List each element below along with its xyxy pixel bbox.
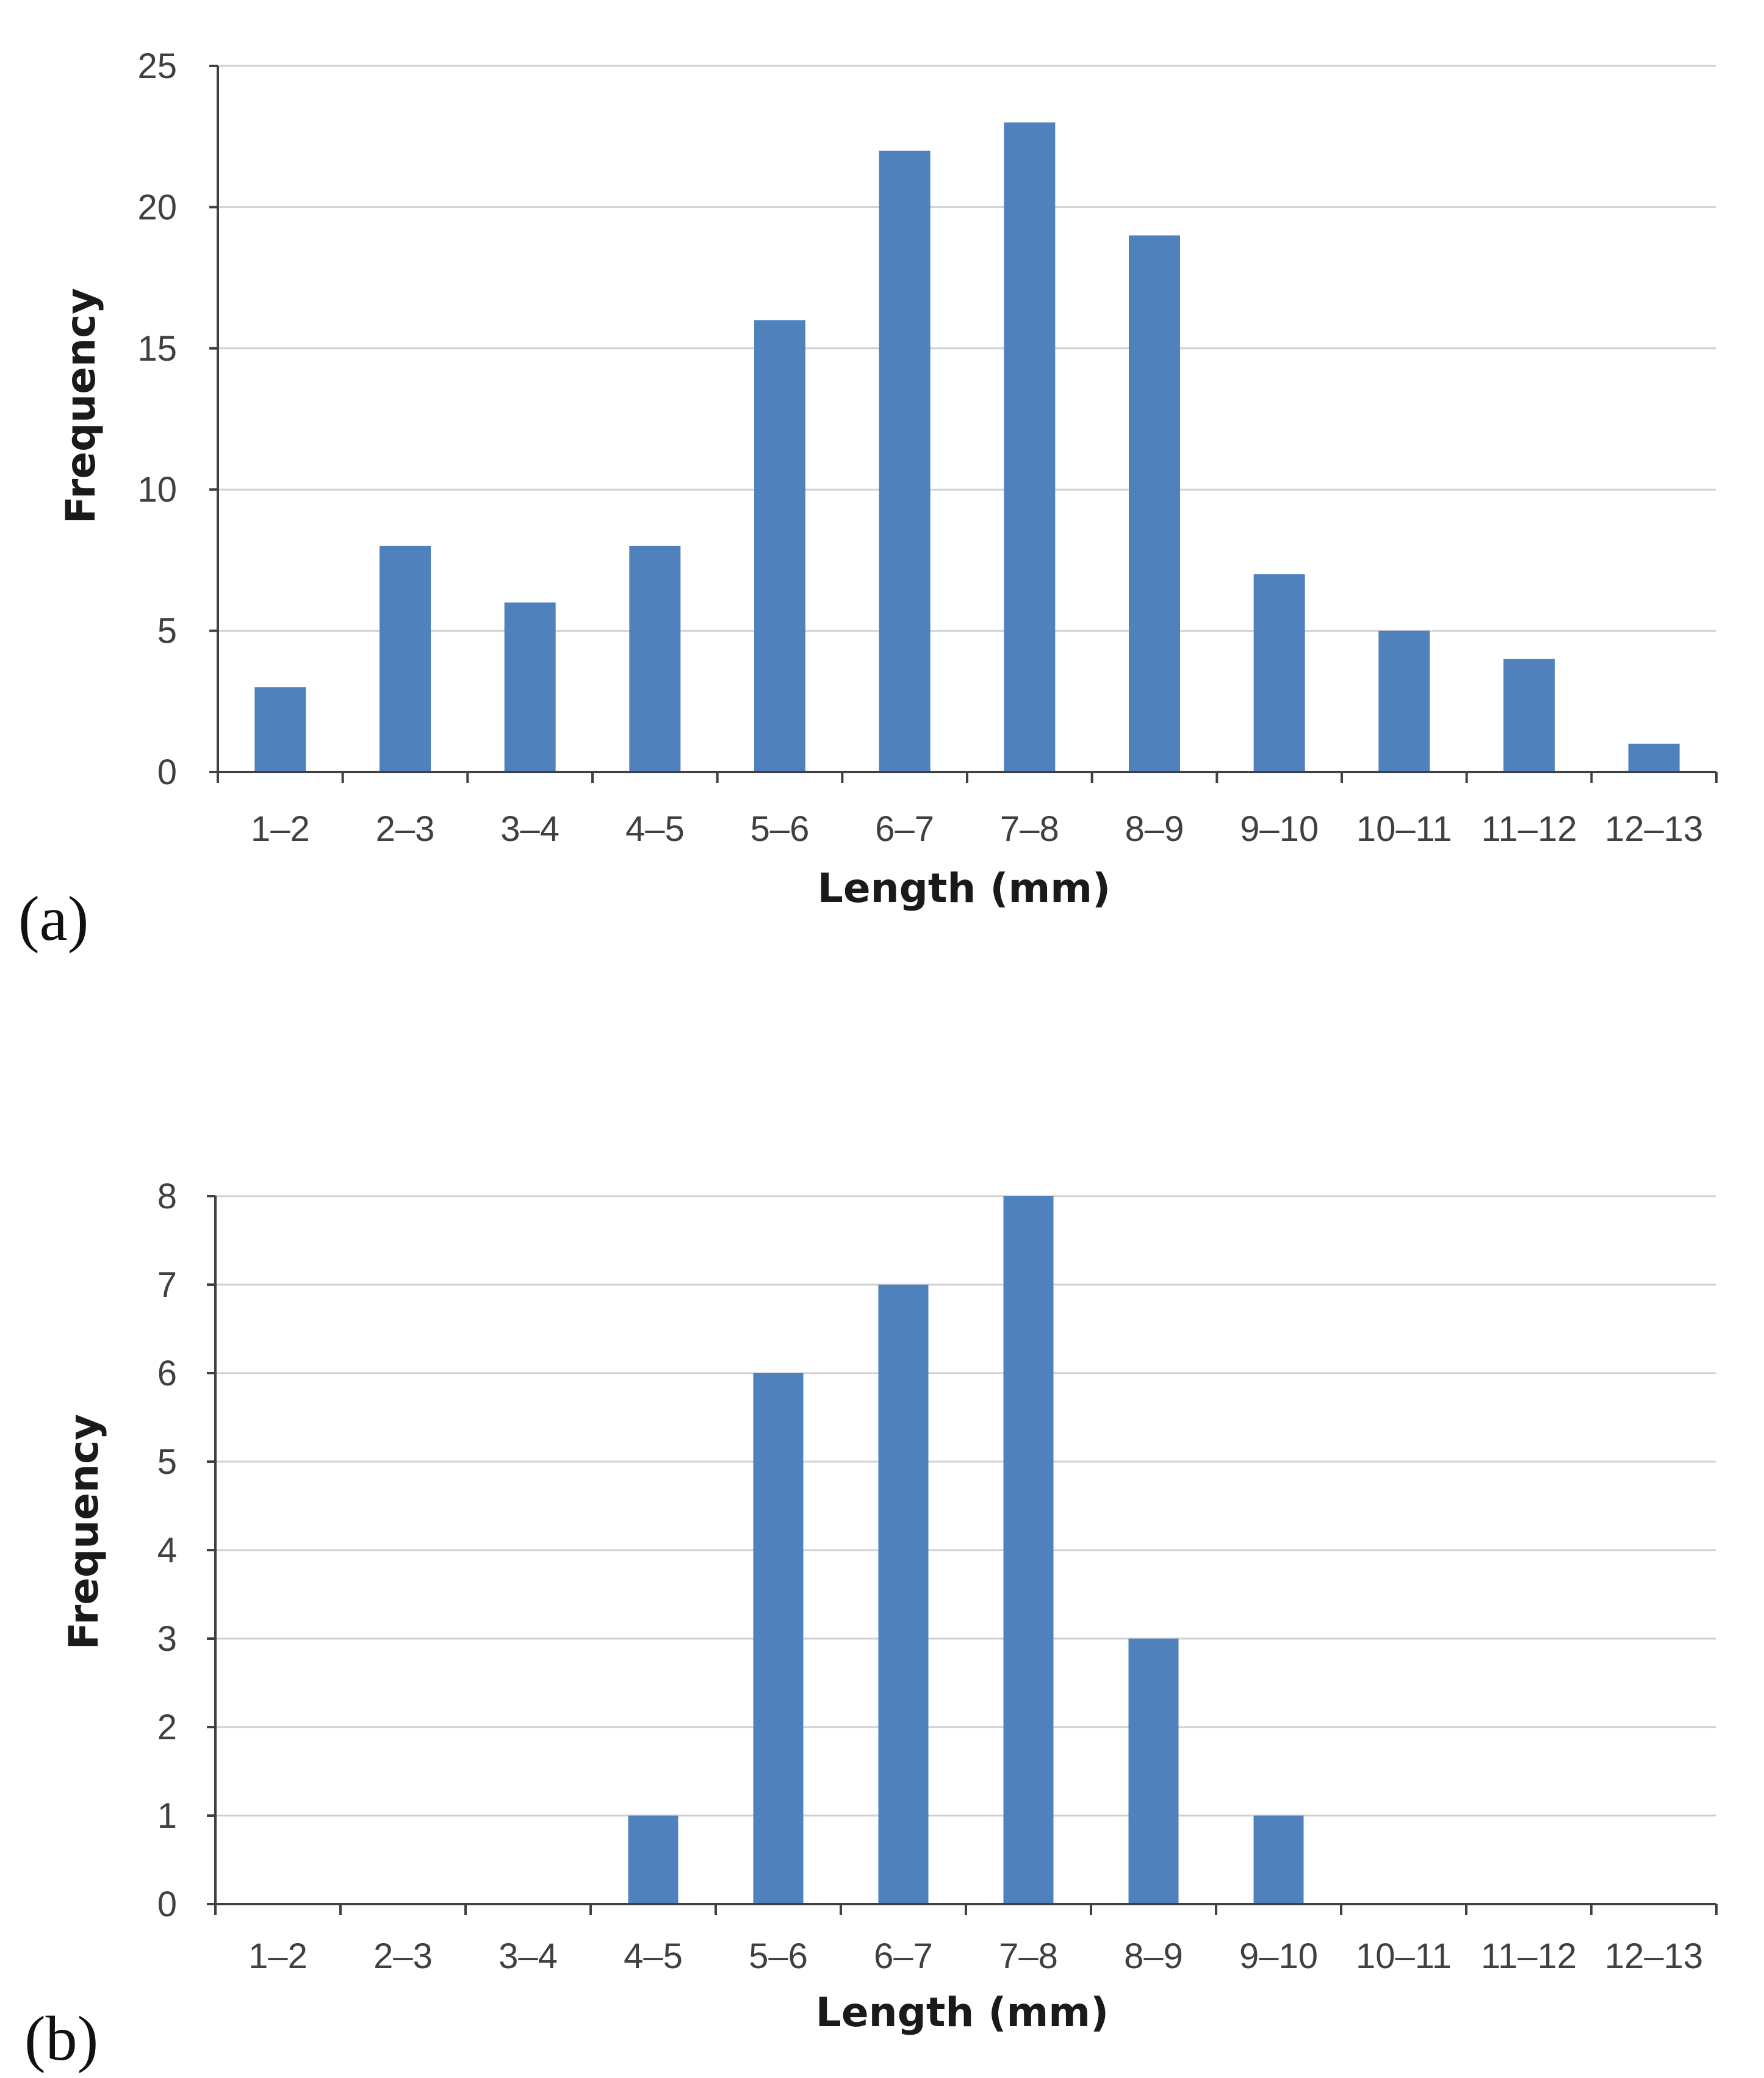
y-axis-title-b: Frequency [60, 1414, 107, 1650]
x-tick-label: 8–9 [1125, 809, 1184, 849]
x-tick-label: 7–8 [1000, 809, 1059, 849]
x-tick-label: 5–6 [749, 1936, 808, 1976]
x-tick-label: 10–11 [1356, 809, 1452, 849]
bar-7–8 [1004, 122, 1056, 772]
x-axis-title-a: Length (mm) [818, 865, 1111, 912]
bar-5–6 [753, 1373, 804, 1904]
x-tick-label: 9–10 [1240, 809, 1319, 849]
grid-lines-a [218, 65, 1716, 632]
y-tick-labels-a: 0 5 10 15 20 25 [137, 46, 177, 792]
panel-label-a: (a) [18, 884, 88, 954]
x-tick-label: 2–3 [373, 1936, 433, 1976]
x-tick-label: 3–4 [500, 809, 560, 849]
x-tick-label: 10–11 [1356, 1936, 1452, 1976]
x-tick-labels-a: 1–2 2–3 3–4 4–5 5–6 6–7 7–8 8–9 9–10 10–11 11–12 12… [251, 809, 1703, 849]
y-tick-label: 0 [157, 1885, 177, 1924]
x-tick-label: 11–12 [1481, 1936, 1577, 1976]
x-tick-label: 6–7 [874, 1936, 933, 1976]
y-tick-label: 5 [157, 1442, 177, 1482]
y-tick-label: 5 [157, 611, 177, 651]
bar-11–12 [1503, 658, 1555, 772]
y-tick-label: 2 [157, 1708, 177, 1747]
x-tick-label: 1–2 [248, 1936, 308, 1976]
bar-4–5 [628, 1816, 679, 1904]
y-tick-label: 7 [157, 1265, 177, 1305]
bar-2–3 [380, 546, 431, 772]
x-axis-title-b: Length (mm) [816, 1989, 1109, 2036]
y-tick-label: 4 [157, 1531, 177, 1570]
bars-b [628, 1196, 1304, 1904]
y-tick-label: 8 [157, 1177, 177, 1216]
bar-9–10 [1253, 574, 1305, 772]
x-tick-label: 1–2 [251, 809, 310, 849]
x-tick-label: 12–13 [1605, 809, 1703, 849]
panel-label-b: (b) [24, 2004, 98, 2074]
bar-7–8 [1003, 1196, 1054, 1904]
y-tick-label: 10 [137, 470, 177, 510]
bar-6–7 [878, 1285, 929, 1904]
x-tick-label: 7–8 [999, 1936, 1058, 1976]
y-tick-label: 25 [137, 46, 177, 86]
x-tick-label: 4–5 [625, 809, 685, 849]
bar-8–9 [1128, 1639, 1179, 1904]
y-tick-label: 1 [157, 1796, 177, 1836]
bar-1–2 [254, 687, 306, 772]
bar-3–4 [504, 602, 556, 772]
bar-9–10 [1253, 1816, 1304, 1904]
x-tick-label: 4–5 [624, 1936, 683, 1976]
bar-4–5 [629, 546, 681, 772]
y-tick-label: 3 [157, 1619, 177, 1659]
bar-6–7 [879, 150, 931, 773]
x-tick-label: 6–7 [875, 809, 934, 849]
y-tick-label: 0 [157, 752, 177, 792]
bar-12–13 [1628, 743, 1680, 772]
axes-b [207, 1195, 1718, 1915]
x-tick-label: 5–6 [751, 809, 810, 849]
grid-lines-b [215, 1195, 1716, 1817]
y-tick-label: 20 [137, 187, 177, 227]
bar-10–11 [1378, 630, 1430, 772]
y-tick-labels-b: 0 1 2 3 4 5 6 7 8 [157, 1177, 177, 1924]
x-tick-label: 3–4 [499, 1936, 558, 1976]
x-tick-label: 8–9 [1124, 1936, 1183, 1976]
x-tick-label: 11–12 [1481, 809, 1577, 849]
x-tick-label: 12–13 [1605, 1936, 1703, 1976]
chart-panel-b: 0 1 2 3 4 5 6 7 8 1–2 2–3 3–4 4–5 5–6 6–7 7–8 8–9 9–10 10… [24, 1177, 1718, 2074]
y-axis-title-a: Frequency [57, 288, 104, 524]
x-tick-label: 9–10 [1239, 1936, 1318, 1976]
x-tick-label: 2–3 [376, 809, 435, 849]
axes-a [209, 65, 1718, 783]
bar-8–9 [1129, 235, 1180, 772]
y-tick-label: 15 [137, 329, 177, 369]
bar-5–6 [754, 320, 805, 772]
x-tick-labels-b: 1–2 2–3 3–4 4–5 5–6 6–7 7–8 8–9 9–10 10–11 11–12 12… [248, 1936, 1703, 1976]
y-tick-label: 6 [157, 1354, 177, 1393]
bars-a [254, 122, 1680, 773]
